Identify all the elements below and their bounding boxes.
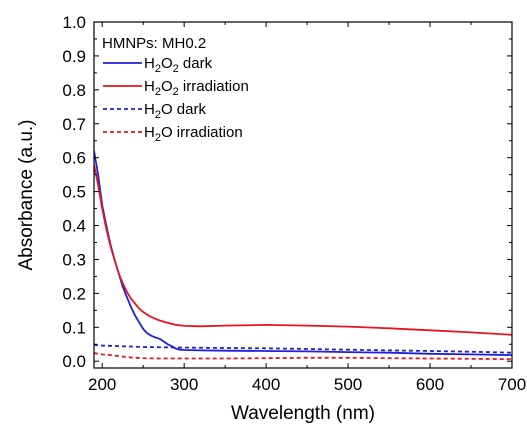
y-tick-label: 0.0 (62, 352, 86, 371)
y-tick-label: 0.8 (62, 81, 86, 100)
legend-title: HMNPs: MH0.2 (102, 35, 206, 52)
x-tick-label: 500 (334, 375, 362, 394)
y-tick-label: 0.9 (62, 47, 86, 66)
legend-label: H2O2 dark (144, 55, 213, 75)
y-axis: 0.0 0.1 0.2 0.3 0.4 0.5 0.6 0.7 0.8 0.9 1.0 (62, 13, 512, 371)
x-axis: 200 300 400 500 600 700 (88, 22, 526, 394)
plot-lines (94, 150, 512, 361)
y-tick-label: 0.5 (62, 183, 86, 202)
legend: HMNPs: MH0.2 H2O2 dark H2O2 irradiation H2… (102, 35, 249, 144)
legend-label: H2O dark (144, 101, 206, 121)
x-axis-title: Wavelength (nm) (231, 403, 375, 424)
plot-frame (93, 21, 513, 369)
y-tick-label: 0.3 (62, 250, 86, 269)
y-tick-label: 0.1 (62, 318, 86, 337)
x-tick-label: 600 (416, 375, 444, 394)
y-axis-title: Absorbance (a.u.) (16, 119, 37, 270)
series-line-2 (94, 164, 512, 336)
x-tick-label: 200 (88, 375, 116, 394)
series-line-3 (94, 344, 512, 354)
y-tick-label: 0.2 (62, 284, 86, 303)
y-tick-label: 0.6 (62, 149, 86, 168)
x-tick-label: 400 (252, 375, 280, 394)
y-tick-label: 0.4 (62, 217, 86, 236)
series-line-1 (94, 150, 512, 356)
x-tick-label: 700 (498, 375, 526, 394)
legend-label: H2O irradiation (144, 124, 243, 144)
series-line-4 (94, 352, 512, 361)
legend-label: H2O2 irradiation (144, 78, 249, 98)
y-tick-label: 1.0 (62, 13, 86, 32)
y-tick-label: 0.7 (62, 115, 86, 134)
x-tick-label: 300 (170, 375, 198, 394)
